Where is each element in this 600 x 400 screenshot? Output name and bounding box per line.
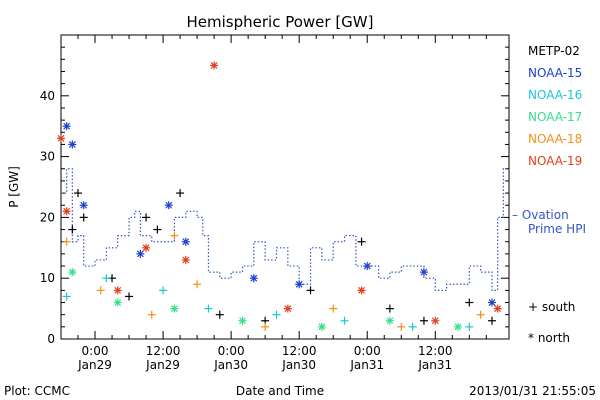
data-point	[210, 61, 219, 70]
plot-timestamp: 2013/01/31 21:55:05	[469, 384, 596, 398]
data-point	[272, 310, 281, 319]
data-point	[419, 316, 428, 325]
data-point	[79, 213, 88, 222]
data-point	[249, 274, 258, 283]
data-point	[181, 255, 190, 264]
data-point	[385, 304, 394, 313]
data-point	[340, 316, 349, 325]
data-point	[113, 286, 122, 295]
y-axis-label: P [GW]	[7, 166, 21, 208]
data-point	[113, 298, 122, 307]
y-tick-label: 20	[40, 210, 55, 224]
x-tick-date: Jan29	[77, 358, 112, 372]
data-point	[465, 298, 474, 307]
x-tick-date: Jan30	[281, 358, 316, 372]
data-point	[96, 286, 105, 295]
data-point	[164, 201, 173, 210]
x-tick-date: Jan30	[213, 358, 248, 372]
x-tick-time: 0:00	[82, 344, 109, 358]
data-point	[159, 286, 168, 295]
data-point	[142, 243, 151, 252]
x-tick-date: Jan31	[417, 358, 452, 372]
data-point	[476, 310, 485, 319]
data-point	[283, 304, 292, 313]
data-point	[170, 231, 179, 240]
data-point	[142, 213, 151, 222]
y-tick-label: 10	[40, 271, 55, 285]
legend-ovation-line2: Prime HPI	[528, 222, 586, 236]
data-point	[62, 237, 71, 246]
data-point	[363, 262, 372, 271]
data-point	[306, 286, 315, 295]
data-point	[419, 268, 428, 277]
data-point	[397, 322, 406, 331]
x-tick-date: Jan31	[349, 358, 384, 372]
data-point	[68, 140, 77, 149]
y-axis: 0 10 20 30 40	[40, 46, 509, 346]
y-tick-label: 30	[40, 150, 55, 164]
data-point	[153, 225, 162, 234]
data-point	[317, 322, 326, 331]
data-point	[62, 207, 71, 216]
plot-credit: Plot: CCMC	[4, 384, 70, 398]
data-point	[176, 189, 185, 198]
x-tick-time: 0:00	[218, 344, 245, 358]
south-marker-label: + south	[528, 300, 575, 314]
data-point	[102, 274, 111, 283]
data-point	[181, 237, 190, 246]
legend-entry: NOAA-16	[528, 88, 582, 102]
data-point	[357, 286, 366, 295]
x-tick-time: 12:00	[418, 344, 453, 358]
y-tick-label: 0	[47, 332, 55, 346]
legend-entry: NOAA-18	[528, 132, 582, 146]
data-point	[431, 316, 440, 325]
legend-entry: NOAA-17	[528, 110, 582, 124]
data-point	[68, 225, 77, 234]
legend-entry: NOAA-19	[528, 154, 582, 168]
chart-title: Hemispheric Power [GW]	[187, 13, 374, 31]
legend-entry: NOAA-15	[528, 66, 582, 80]
data-point	[487, 316, 496, 325]
x-tick-time: 12:00	[146, 344, 181, 358]
x-tick-date: Jan29	[145, 358, 180, 372]
data-point	[487, 298, 496, 307]
data-point	[147, 310, 156, 319]
data-point	[57, 134, 65, 143]
data-point	[62, 292, 71, 301]
data-point	[204, 304, 213, 313]
data-point	[125, 292, 134, 301]
data-point	[79, 201, 88, 210]
data-point	[215, 310, 224, 319]
y-tick-label: 40	[40, 89, 55, 103]
data-point	[261, 322, 270, 331]
x-axis-label: Date and Time	[236, 384, 324, 398]
data-point	[238, 316, 247, 325]
data-point	[193, 280, 202, 289]
data-point	[68, 268, 77, 277]
legend-ovation-line1: – Ovation	[512, 208, 569, 222]
data-point	[170, 304, 179, 313]
data-points-layer	[57, 61, 502, 331]
data-point	[408, 322, 417, 331]
data-point	[453, 322, 462, 331]
ovation-line-layer	[61, 168, 509, 291]
plot-frame	[60, 34, 510, 340]
north-marker-label: * north	[528, 331, 570, 345]
legend: METP-02 NOAA-15 NOAA-16 NOAA-17 NOAA-18 NOAA-…	[512, 44, 586, 236]
data-point	[74, 189, 83, 198]
data-point	[295, 280, 304, 289]
ovation-prime-hpi-line	[61, 168, 509, 291]
data-point	[136, 249, 145, 258]
x-axis: 0:00Jan2912:00Jan290:00Jan3012:00Jan300:…	[60, 35, 487, 372]
data-point	[329, 304, 338, 313]
data-point	[465, 322, 474, 331]
data-point	[357, 237, 366, 246]
x-tick-time: 0:00	[354, 344, 381, 358]
data-point	[62, 122, 71, 131]
legend-entry: METP-02	[528, 44, 580, 58]
x-tick-time: 12:00	[282, 344, 317, 358]
data-point	[493, 304, 502, 313]
data-point	[385, 316, 394, 325]
